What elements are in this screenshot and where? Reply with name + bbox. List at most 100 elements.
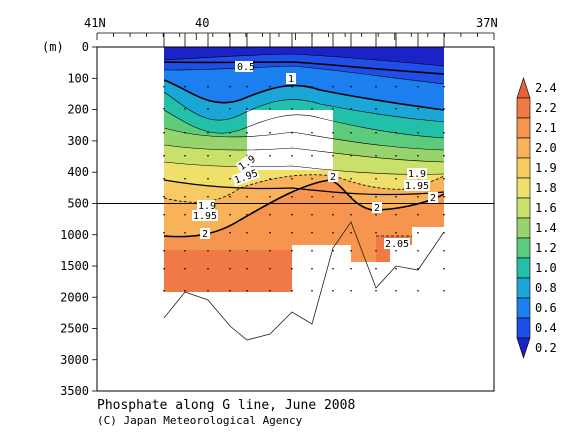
contour-label-1.95-left: 1.95 <box>193 211 217 222</box>
sample-dot <box>229 132 231 134</box>
colorbar-swatch <box>516 257 531 279</box>
sample-dot <box>269 232 271 234</box>
sample-dot <box>395 290 397 292</box>
sample-dot <box>417 250 419 252</box>
bottom-topography <box>163 221 445 341</box>
sample-dot <box>311 290 313 292</box>
sample-dot <box>246 86 248 88</box>
sample-dot <box>443 178 445 180</box>
sample-dot <box>395 232 397 234</box>
label-bg <box>328 171 338 182</box>
sample-dot <box>184 155 186 157</box>
sample-dot <box>269 132 271 134</box>
sample-dot <box>395 178 397 180</box>
sample-dot <box>184 86 186 88</box>
colorbar-label: 2.2 <box>535 101 557 115</box>
sample-dot <box>311 155 313 157</box>
sample-dot <box>207 132 209 134</box>
label-bg <box>384 238 410 249</box>
label-bg <box>231 166 260 187</box>
sample-dot <box>184 268 186 270</box>
sample-dot <box>163 108 165 110</box>
sample-dot <box>375 250 377 252</box>
sample-dot <box>350 232 352 234</box>
sample-dot <box>163 290 165 292</box>
sample-dot <box>163 155 165 157</box>
sample-dot <box>291 108 293 110</box>
sample-dot <box>269 250 271 252</box>
colorbar-bottom-arrow <box>516 337 531 359</box>
y-axis-unit: (m) <box>42 40 64 54</box>
sample-dot <box>443 132 445 134</box>
sample-dot <box>332 214 334 216</box>
sample-dot <box>163 250 165 252</box>
depth-ticks: 0 100 200 300 400 500 1000 1500 2000 2500 3000 3500 <box>60 40 97 398</box>
contour-line <box>164 91 444 123</box>
contour-label-2.05: 2.05 <box>385 239 409 250</box>
missing-data-box <box>247 110 333 170</box>
sample-dot <box>332 250 334 252</box>
sample-dot <box>229 108 231 110</box>
sample-dot <box>417 196 419 198</box>
sample-dot <box>207 178 209 180</box>
sample-dot <box>184 196 186 198</box>
contour-2 <box>164 179 444 238</box>
sample-dot <box>229 290 231 292</box>
sample-dot <box>395 250 397 252</box>
sample-dot <box>269 268 271 270</box>
label-bg <box>235 61 253 72</box>
sample-dot <box>246 196 248 198</box>
sample-dot <box>207 108 209 110</box>
sample-dot <box>332 268 334 270</box>
sample-dot <box>291 232 293 234</box>
sample-dot <box>350 214 352 216</box>
sample-dot <box>443 155 445 157</box>
sample-dot <box>350 86 352 88</box>
sample-dot <box>332 196 334 198</box>
sample-dot <box>417 268 419 270</box>
sample-dot <box>229 268 231 270</box>
contour-label-1.95-east: 1.95 <box>405 181 429 192</box>
sample-dot <box>332 232 334 234</box>
sample-dot <box>350 132 352 134</box>
label-bg <box>407 168 427 179</box>
sample-dot <box>311 86 313 88</box>
label-bg <box>428 192 438 203</box>
colorbar-swatch <box>516 297 531 319</box>
sample-dot <box>443 86 445 88</box>
y-tick-label: 0 <box>82 40 89 54</box>
contour-line <box>164 161 444 175</box>
y-tick-label: 3500 <box>60 384 89 398</box>
sample-dot <box>417 232 419 234</box>
sample-dot <box>417 214 419 216</box>
sample-dot <box>375 132 377 134</box>
sample-dot <box>184 232 186 234</box>
depth-axis: (m) 0 100 200 300 400 500 1000 1500 2000 2500 3000… <box>42 40 97 398</box>
sample-dot <box>184 132 186 134</box>
station-ticks <box>163 33 445 47</box>
sample-dot <box>229 155 231 157</box>
sample-dot <box>184 250 186 252</box>
sample-dot <box>207 250 209 252</box>
colorbar-swatch <box>516 237 531 259</box>
sample-dot <box>350 155 352 157</box>
sample-dot <box>291 214 293 216</box>
sample-dot <box>375 232 377 234</box>
colorbar-label: 2.1 <box>535 121 557 135</box>
colorbar-swatch <box>516 137 531 159</box>
lat-label-37n: 37N <box>476 16 498 30</box>
sample-dot <box>291 268 293 270</box>
label-bg <box>200 228 210 239</box>
sample-dot <box>395 132 397 134</box>
sample-dot <box>207 268 209 270</box>
y-tick-label: 2500 <box>60 322 89 336</box>
contour-label-0.5: 0.5 <box>237 62 255 73</box>
sample-dot <box>332 290 334 292</box>
contour-line <box>164 65 444 85</box>
contour-label-1: 1 <box>288 74 294 85</box>
label-bg <box>286 73 296 84</box>
sample-dot <box>291 290 293 292</box>
colorbar-label: 1.9 <box>535 161 557 175</box>
colorbar-label: 1.4 <box>535 221 557 235</box>
